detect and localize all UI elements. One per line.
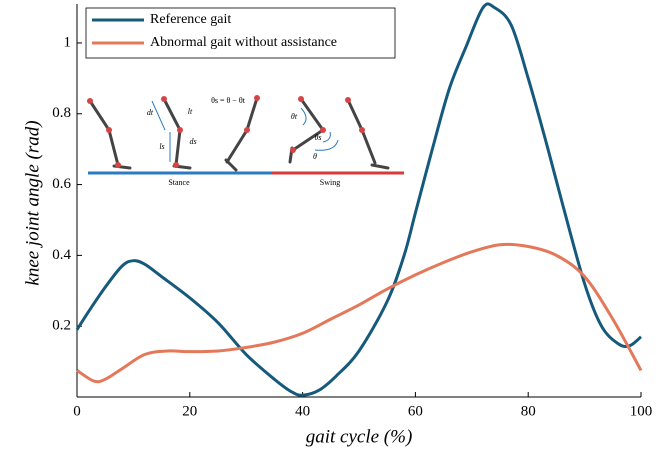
y-tick-label: 0.8 [52,105,71,121]
stance-label: Stance [168,178,190,187]
line-series [76,242,643,384]
swing-label: Swing [320,178,340,187]
plot-area: 0 20 40 60 80 100 0.2 0.4 0.6 0.8 1 [52,2,653,419]
x-tick-label: 20 [182,403,197,419]
equation: θs = θ − θt [211,96,246,105]
y-tick-label: 1 [64,34,72,50]
y-tick-label: 0.2 [52,318,71,334]
legend-box [85,7,396,59]
x-tick-label: 100 [630,403,653,419]
inset-label: θs [314,133,321,142]
y-tick-label: 0.6 [52,176,71,192]
inset-label: ds [189,137,196,146]
x-tick-label: 40 [295,403,310,419]
legs [87,95,390,172]
legend-label: Reference gait [150,12,231,27]
legend-label: Abnormal gait without assistance [150,35,337,50]
x-axis-label: gait cycle (%) [306,426,413,447]
legend: Reference gait Abnormal gait without assi… [85,7,396,59]
inset-diagram: Stance Swing θs = θ − θt dt lt ds ls θt θs θ [87,95,404,187]
y-tick-label: 0.4 [52,247,71,263]
inset-label: θt [291,112,298,121]
y-axis-label: knee joint angle (rad) [22,120,43,285]
line-series [75,2,642,397]
inset-label: ls [159,142,164,151]
inset-label: θ [313,152,317,161]
x-tick-label: 0 [73,403,81,419]
x-tick-label: 60 [408,403,423,419]
x-tick-label: 80 [521,403,536,419]
inset-label: dt [147,108,154,117]
inset-label: lt [188,107,193,116]
